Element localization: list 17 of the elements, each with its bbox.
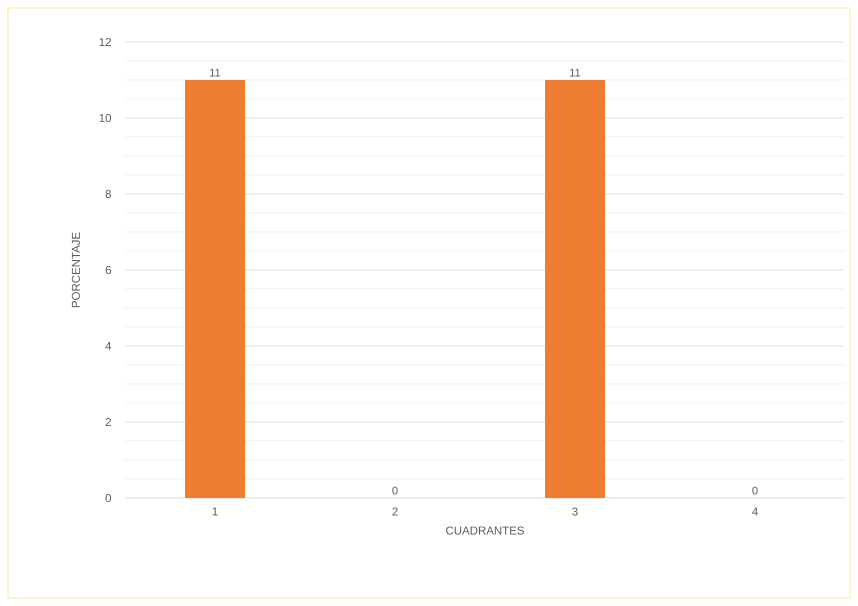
data-label: 0 [392,486,398,494]
x-tick-label: 2 [392,508,398,516]
x-tick-label: 1 [212,508,218,516]
data-label: 0 [752,486,758,494]
y-tick-label: 2 [106,418,111,426]
x-axis-title: CUADRANTES [446,526,524,535]
y-tick-label: 10 [100,114,112,122]
data-label: 11 [210,68,220,76]
y-axis-title: PORCENTAJE [72,232,80,308]
y-tick-label: 0 [106,494,112,502]
y-tick-label: 6 [106,266,111,274]
y-tick-label: 12 [100,38,111,46]
y-tick-label: 4 [105,342,112,350]
x-tick-label: 3 [572,508,578,516]
data-label: 11 [570,68,580,76]
y-tick-label: 8 [106,190,111,198]
x-tick-label: 4 [752,508,758,516]
